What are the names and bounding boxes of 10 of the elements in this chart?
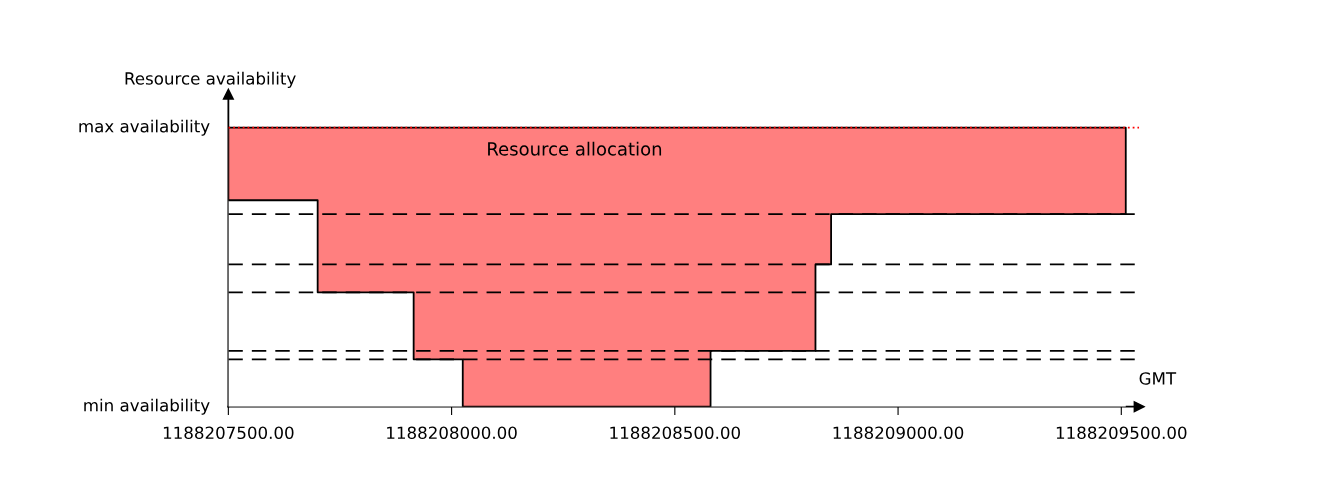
x-axis-title: GMT <box>1139 372 1177 385</box>
text: min availability <box>84 398 210 415</box>
x-tick-label: 1188209500.00 <box>1056 426 1187 440</box>
x-tick-label: 1188209000.00 <box>833 426 964 440</box>
y-axis-title: Resource availability <box>125 71 296 88</box>
ref-line-label: max availability <box>79 119 210 136</box>
x-tick-label: 1188208000.00 <box>387 426 517 440</box>
annotation: Resource allocation <box>488 141 662 156</box>
x-tick-label: 1188208500.00 <box>610 426 740 440</box>
x-tick-label: 1188207500.00 <box>163 426 294 440</box>
